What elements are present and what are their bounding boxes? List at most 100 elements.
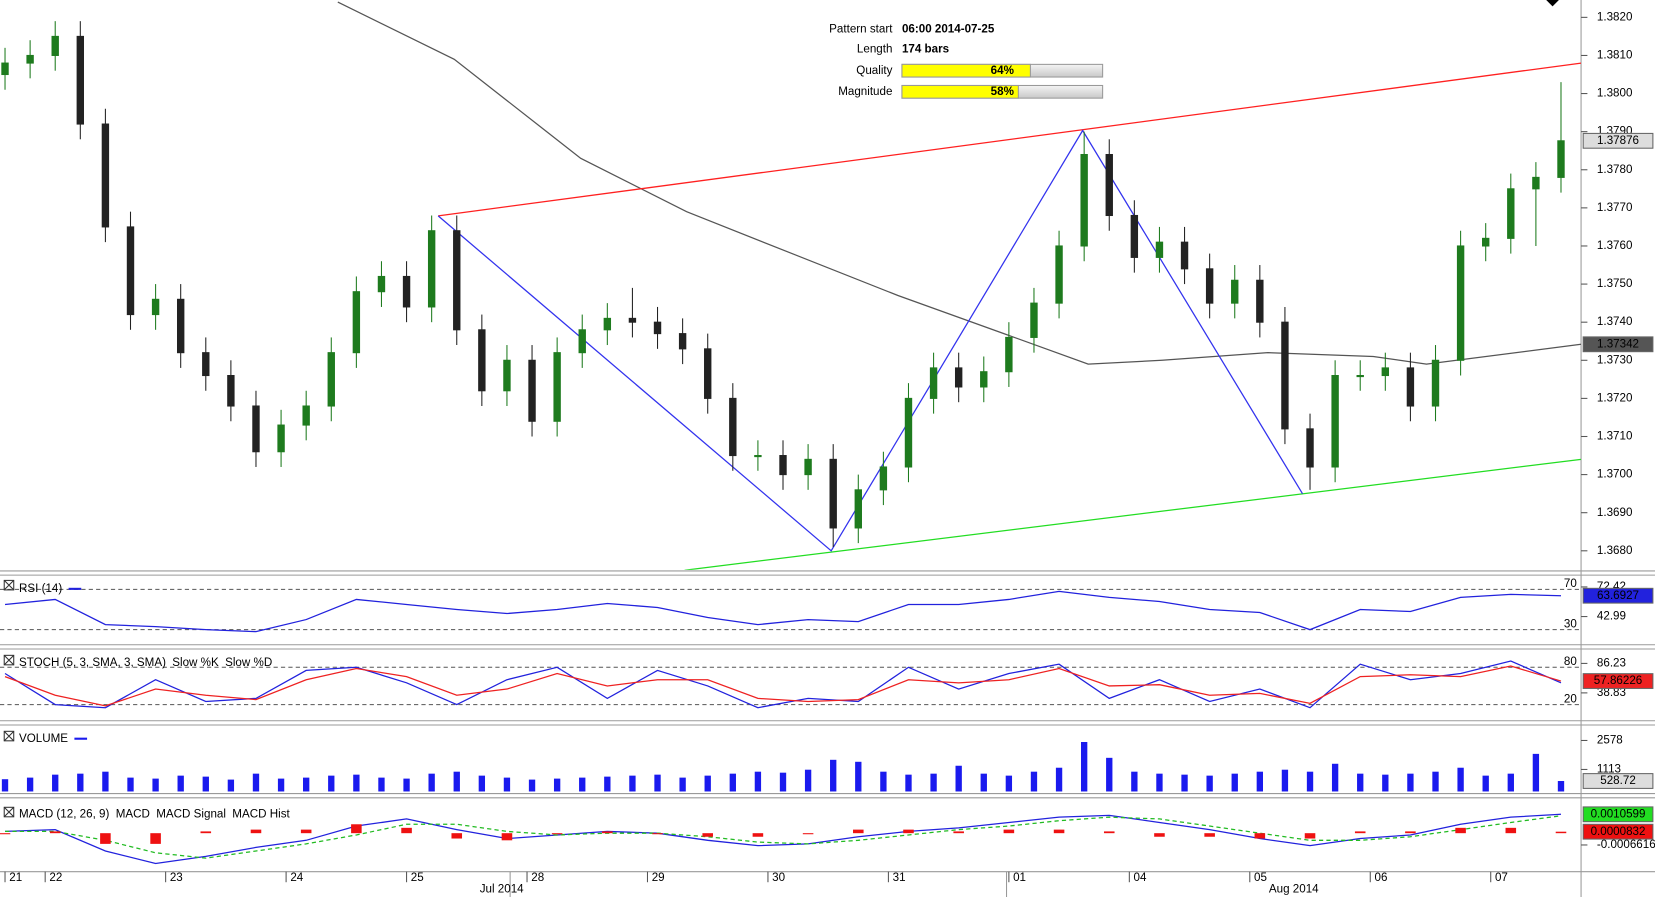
volume-bar [26,777,34,792]
volume-bar [804,769,812,792]
candle-body [553,352,561,422]
volume-bar [152,778,159,792]
volume-bar [1181,774,1188,792]
volume-bar [1306,771,1314,792]
candle-body [1256,279,1264,323]
candle-body [402,275,411,308]
candle-body [1482,237,1490,247]
candle-body [1331,375,1339,468]
hist-bar [652,833,663,835]
candle-body [327,352,335,407]
volume-bar [754,771,762,792]
candle-body [1080,153,1088,247]
candle-body [578,329,586,354]
value-tag [1582,806,1654,823]
volume-bar [629,775,636,792]
volume-bar [328,775,335,792]
y-tick-label: 1.3810 [1597,49,1633,62]
panel-title: RSI (14) [19,582,62,595]
legend-entry: Slow %K [172,656,219,669]
volume-bar [830,759,837,792]
hist-bar [1405,831,1416,834]
x-tick-label: 31 [893,871,906,884]
volume-bar [1131,771,1138,792]
candle-body [1306,428,1314,468]
hist-bar [401,827,412,834]
candle-body [1005,336,1013,373]
value-tag-label: 528.72 [1600,774,1636,787]
volume-bar [1206,775,1213,792]
candle-body [503,359,511,392]
hist-bar [1304,833,1316,839]
volume-bar [303,777,310,792]
legend-entry: MACD Hist [232,808,290,821]
volume-bar [102,771,109,792]
volume-bar [528,779,536,792]
hist-bar [1254,833,1266,839]
legend-entry: Slow %D [225,656,272,669]
candle-body [1,62,9,76]
y-tick-label: 1.3710 [1597,430,1633,443]
panel-checkboxes [3,579,15,818]
info-label: Quality [856,64,892,77]
x-tick-label: 21 [9,871,22,884]
volume-bar [177,775,184,792]
candle-body [176,298,185,354]
value-tag-label: 57.86226 [1594,674,1642,687]
volume-bar [378,777,385,792]
candle-body [277,424,285,453]
candle-body [729,397,737,457]
meter-label: 64% [991,64,1015,77]
volume-bar [1030,771,1038,792]
candle-body [704,348,712,399]
candle-body [653,321,662,335]
rsi-panel [0,588,1582,633]
candle-body [804,458,812,476]
candle-body [1155,241,1164,258]
value-tag [1582,673,1654,689]
volume-bar [478,775,486,792]
volume-bar [980,773,987,792]
hist-bar [1003,829,1015,834]
candle-body [352,291,361,354]
candle-body [51,35,59,56]
level-label: 20 [1564,692,1577,705]
volume-bar [704,775,711,792]
volume-bar [679,777,686,792]
x-tick-label: 30 [772,871,785,884]
volume-bar [127,777,134,792]
candle-body [1205,268,1214,304]
candle-body [829,458,837,529]
volume-bar [1106,757,1113,792]
y-tick-label: 1.3780 [1597,163,1633,176]
volume-bar [77,773,84,792]
level-label: 30 [1564,617,1577,630]
candle-body [904,397,913,468]
hist-bar [100,833,111,844]
legend-entry: MACD Signal [156,808,226,821]
volume-bar [553,778,561,792]
series-line [437,129,1304,552]
y-tick-label: 1.3690 [1597,506,1633,519]
level-label: 80 [1564,655,1577,668]
price-panel [1,1,1582,570]
volume-bar [1281,769,1289,792]
series-line [684,458,1582,570]
candle-body [427,230,436,308]
volume-bar [1432,771,1439,792]
candle-body [854,489,862,529]
axes: 1.3680 1.3690 1.3700 1.3710 1.3720 1.3730 1.37… [4,10,1655,884]
hist-bar [1154,833,1165,837]
info-label: Magnitude [838,85,892,98]
hist-bar [451,833,463,839]
volume-bar [1080,742,1088,792]
candle-body [377,275,386,293]
hist-bar [351,824,362,834]
month-label: Jul 2014 [480,883,524,896]
candle-body [879,466,888,491]
x-tick-label: 29 [652,871,665,884]
candle-body [1030,302,1038,338]
candle-body [1130,214,1139,258]
volume-bar [880,771,887,792]
hist-bar [1103,831,1115,834]
